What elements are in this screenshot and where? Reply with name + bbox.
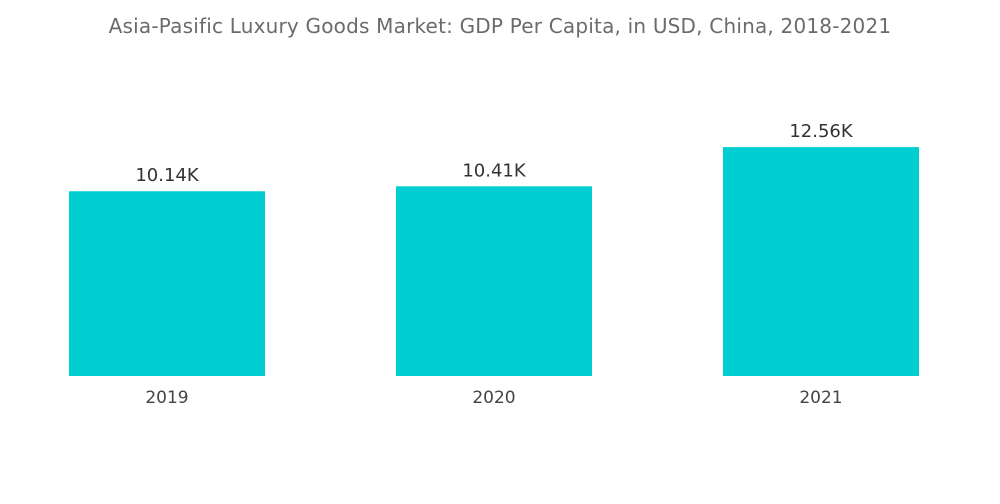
data-label-2019: 10.14K [135,165,200,186]
x-tick-label-2020: 2020 [472,388,515,408]
data-label-2020: 10.41K [462,160,527,181]
x-tick-label-2021: 2021 [799,388,842,408]
x-tick-label-2019: 2019 [145,388,188,408]
bar-2021 [723,147,919,376]
bar-2020 [396,186,592,376]
bar-2019 [69,191,265,376]
chart-title: Asia-Pasific Luxury Goods Market: GDP Pe… [108,14,892,38]
data-label-2021: 12.56K [789,121,854,142]
